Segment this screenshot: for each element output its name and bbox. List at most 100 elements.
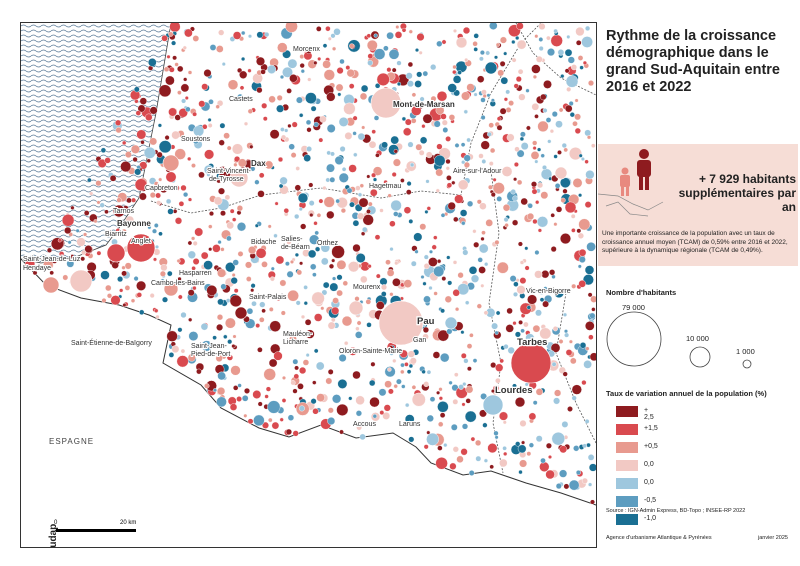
commune-dot (226, 145, 232, 151)
commune-dot (317, 56, 322, 61)
commune-dot (139, 97, 148, 105)
commune-dot (540, 191, 549, 200)
commune-dot (458, 384, 464, 390)
scale-start-label: 0 (54, 520, 58, 526)
commune-dot (518, 319, 523, 325)
commune-dot (158, 177, 163, 182)
place-label: Mont-de-Marsan (393, 100, 455, 109)
commune-dot (360, 84, 369, 93)
commune-dot (531, 181, 538, 188)
commune-dot (437, 445, 443, 451)
commune-dot (157, 123, 162, 128)
commune-dot (551, 432, 565, 446)
commune-dot (348, 347, 358, 356)
commune-dot (229, 208, 235, 214)
commune-dot (428, 257, 438, 267)
commune-dot (309, 212, 314, 218)
commune-dot (495, 363, 504, 372)
commune-dot (413, 232, 423, 242)
commune-dot (114, 119, 122, 126)
commune-dot (499, 60, 506, 67)
place-label: Bidache (251, 239, 276, 246)
commune-dot (523, 321, 529, 328)
place-label: Tarnos (113, 208, 135, 215)
commune-dot (366, 39, 378, 51)
commune-dot (405, 402, 410, 408)
commune-dot (168, 352, 175, 358)
commune-dot (171, 345, 180, 353)
commune-dot (473, 241, 480, 248)
commune-dot (323, 196, 335, 208)
commune-dot (279, 417, 284, 422)
commune-dot (303, 301, 308, 306)
commune-dot (550, 246, 557, 253)
commune-dot (582, 443, 588, 449)
commune-dot (527, 294, 538, 305)
commune-dot (537, 182, 544, 189)
commune-dot (105, 284, 112, 292)
commune-dot (229, 294, 242, 308)
commune-dot (191, 236, 196, 241)
commune-dot (464, 410, 477, 423)
place-label: Dax (251, 159, 266, 168)
map-area[interactable]: Morcenx Castets Mont-de-Marsan Soustons Dax S… (20, 22, 597, 548)
commune-dot (318, 198, 324, 204)
commune-dot (420, 274, 425, 279)
commune-dot (257, 190, 265, 198)
commune-dot (314, 230, 320, 236)
commune-dot (581, 380, 587, 386)
legend-panel: Rythme de la croissance démographique da… (598, 22, 798, 552)
commune-dot (489, 23, 498, 30)
commune-dot (191, 163, 196, 169)
city-dot (69, 269, 93, 293)
commune-dot (217, 240, 222, 245)
commune-dot (539, 327, 552, 340)
commune-dot (429, 396, 436, 403)
rate-label: +0,5 (644, 443, 658, 450)
rate-swatch (616, 442, 638, 453)
commune-dot (110, 295, 121, 306)
commune-dot (321, 289, 328, 296)
commune-dot (187, 240, 193, 246)
commune-dot (424, 209, 429, 214)
commune-dot (289, 332, 295, 338)
commune-dot (396, 60, 402, 66)
commune-dot (212, 244, 221, 253)
commune-dot (208, 211, 214, 217)
commune-dot (370, 361, 376, 367)
city-dot (297, 192, 309, 204)
commune-dot (525, 88, 530, 93)
commune-dot (252, 390, 262, 399)
city-dot (348, 300, 364, 316)
commune-dot (429, 249, 434, 254)
commune-dot (575, 39, 582, 46)
commune-dot (286, 88, 292, 94)
commune-dot (487, 443, 498, 454)
commune-dot (499, 458, 508, 468)
commune-dot (338, 354, 347, 363)
commune-dot (368, 140, 377, 149)
commune-dot (165, 75, 175, 86)
commune-dot (404, 362, 409, 367)
commune-dot (392, 358, 397, 363)
commune-dot (509, 275, 517, 283)
commune-dot (348, 261, 360, 273)
commune-dot (294, 365, 299, 371)
commune-dot (290, 259, 295, 264)
commune-dot (111, 261, 119, 269)
commune-dot (345, 65, 351, 70)
commune-dot (253, 414, 265, 427)
commune-dot (560, 197, 566, 203)
commune-dot (409, 162, 415, 168)
commune-dot (132, 156, 138, 163)
commune-dot (336, 289, 343, 297)
commune-dot (285, 428, 293, 436)
commune-dot (559, 445, 568, 454)
commune-dot (408, 363, 414, 369)
city-dots (42, 61, 568, 416)
commune-dot (386, 67, 392, 73)
commune-dot (450, 423, 458, 431)
commune-dot (261, 421, 269, 429)
highlight-box: + 7 929 habitants supplémentaires par an… (598, 144, 798, 266)
commune-dot (331, 245, 345, 259)
